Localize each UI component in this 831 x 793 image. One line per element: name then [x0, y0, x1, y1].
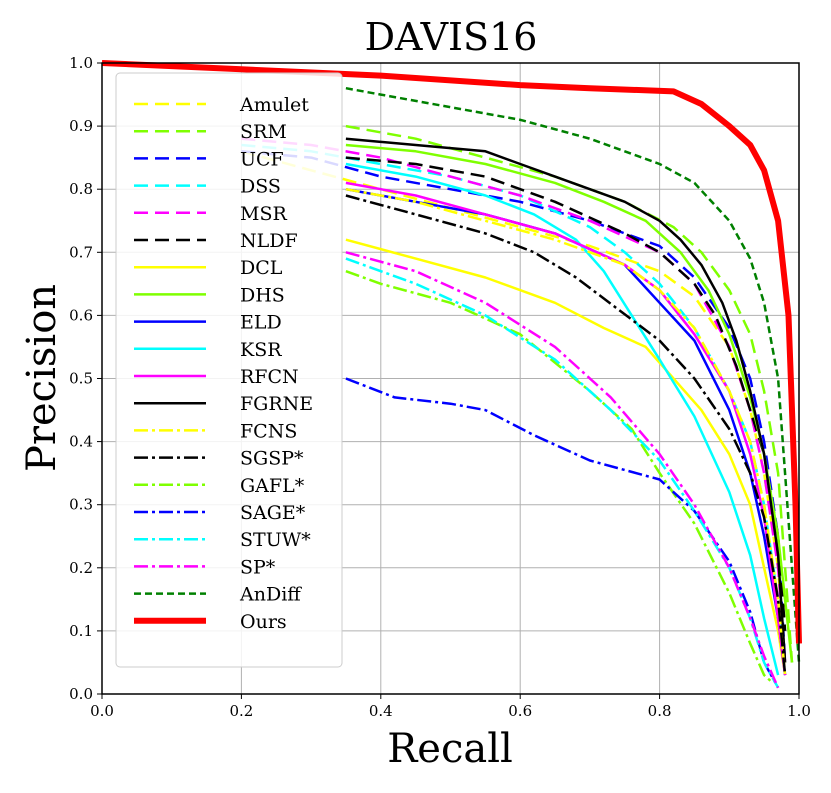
- y-tick-label: 0.7: [69, 243, 93, 261]
- legend-label-dhs: DHS: [240, 284, 285, 306]
- series-line-eld: [345, 187, 787, 676]
- series-line-gafl: [345, 270, 772, 683]
- series-line-nldf: [345, 156, 787, 631]
- legend-label-nldf: NLDF: [240, 230, 298, 252]
- y-tick-label: 0.4: [69, 433, 93, 451]
- legend-label-srm: SRM: [240, 121, 287, 143]
- legend-label-fgrne: FGRNE: [240, 393, 313, 415]
- legend-label-stuw: STUW*: [240, 529, 311, 551]
- series-line-srm: [345, 124, 794, 663]
- legend-label-sage: SAGE*: [240, 502, 306, 524]
- x-tick-label: 0.0: [90, 702, 114, 720]
- series-line-fgrne: [345, 137, 787, 663]
- legend-label-msr: MSR: [240, 203, 287, 225]
- legend-label-amulet: Amulet: [239, 94, 309, 116]
- y-axis-label: Precision: [19, 284, 65, 472]
- legend-label-ksr: KSR: [240, 339, 282, 361]
- chart-title: DAVIS16: [365, 15, 538, 59]
- series-line-andiff: [345, 86, 801, 663]
- legend: Amulet SRM UCF DSS MSR NLDF DCL DHS ELD KSR RFCN FG…: [115, 72, 343, 668]
- x-tick-label: 0.6: [508, 702, 532, 720]
- series-line-ksr: [345, 162, 780, 676]
- legend-label-dcl: DCL: [240, 257, 283, 279]
- legend-label-dss: DSS: [240, 176, 281, 198]
- y-tick-label: 0.1: [69, 622, 93, 640]
- x-tick-label: 1.0: [787, 702, 811, 720]
- x-tick-label: 0.2: [229, 702, 253, 720]
- x-ticks: 0.0 0.2 0.4 0.6 0.8 1.0: [90, 694, 811, 720]
- legend-label-sgsp: SGSP*: [240, 448, 304, 470]
- series-line-dss: [241, 143, 787, 663]
- series-line-ucf: [241, 150, 787, 663]
- legend-label-sp: SP*: [240, 556, 276, 578]
- legend-label-ucf: UCF: [240, 148, 284, 170]
- legend-label-ours: Ours: [240, 611, 287, 633]
- series-line-fcns: [345, 187, 787, 676]
- y-ticks: 0.0 0.1 0.2 0.3 0.4 0.5 0.6 0.7 0.8 0.9 1.0: [69, 54, 102, 703]
- legend-box: [115, 72, 343, 668]
- series-line-sp: [345, 251, 780, 689]
- y-tick-label: 0.6: [69, 306, 93, 324]
- y-tick-label: 0.8: [69, 180, 93, 198]
- series-line-sgsp: [345, 194, 787, 676]
- legend-label-andiff: AnDiff: [239, 584, 302, 606]
- x-tick-label: 0.8: [648, 702, 672, 720]
- legend-label-fcns: FCNS: [240, 420, 297, 442]
- y-tick-label: 1.0: [69, 54, 93, 72]
- legend-label-rfcn: RFCN: [240, 366, 299, 388]
- series-line-sage: [345, 377, 780, 689]
- y-tick-label: 0.5: [69, 370, 93, 388]
- y-tick-label: 0.2: [69, 559, 93, 577]
- x-axis-label: Recall: [387, 726, 513, 772]
- y-tick-label: 0.3: [69, 496, 93, 514]
- legend-label-eld: ELD: [240, 312, 282, 334]
- y-tick-label: 0.9: [69, 117, 93, 135]
- legend-label-gafl: GAFL*: [240, 475, 305, 497]
- series-line-ours: [101, 60, 802, 644]
- series-line-dcl: [345, 238, 787, 676]
- y-tick-label: 0.0: [69, 685, 93, 703]
- x-tick-label: 0.4: [369, 702, 393, 720]
- series-lines: [101, 60, 802, 689]
